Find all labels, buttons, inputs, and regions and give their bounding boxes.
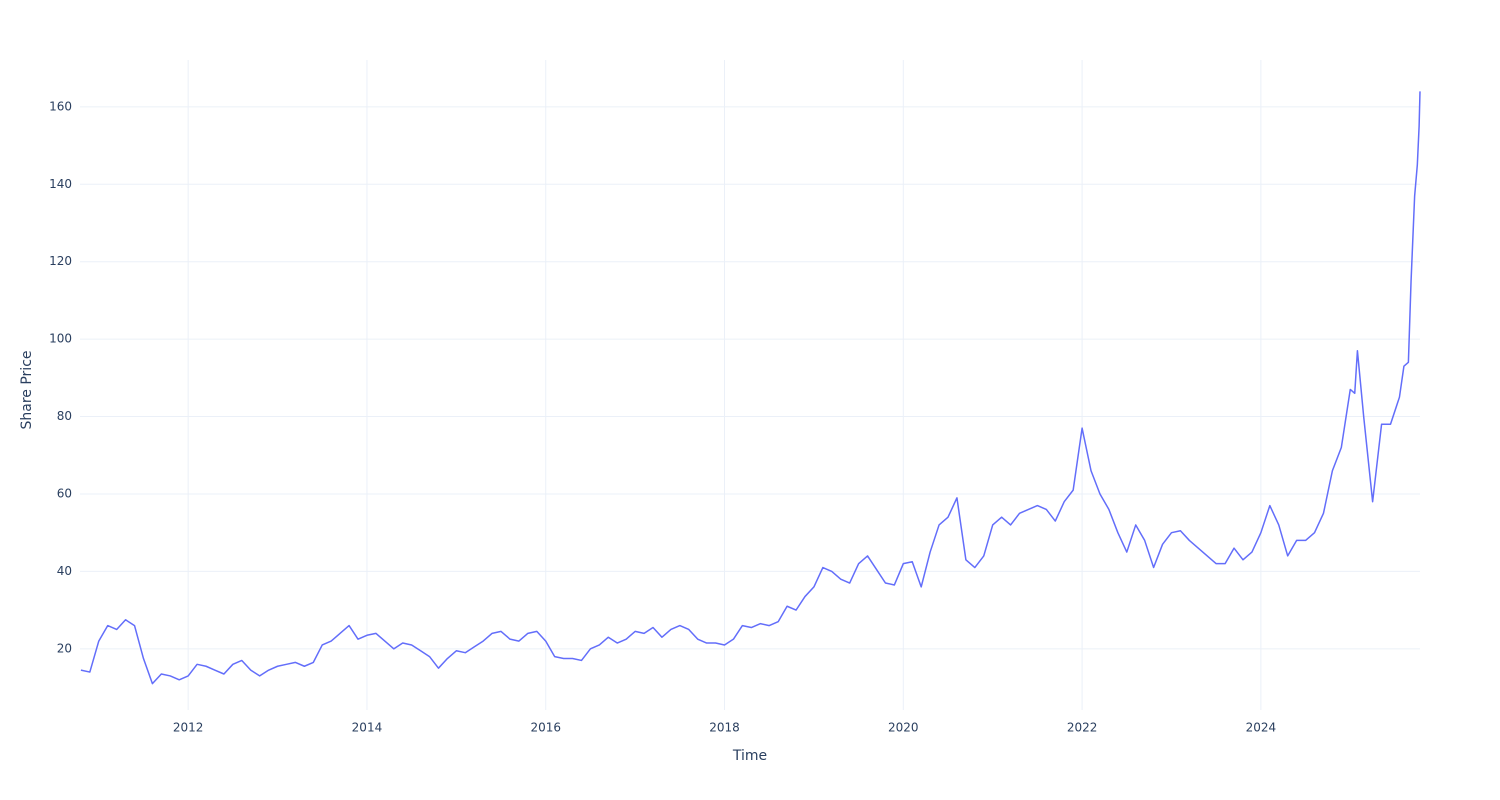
x-tick-label: 2018 [709, 721, 740, 735]
y-tick-label: 80 [57, 409, 72, 423]
x-tick-label: 2016 [530, 721, 561, 735]
y-tick-label: 40 [57, 564, 72, 578]
x-axis-title: Time [732, 748, 767, 764]
y-tick-label: 60 [57, 486, 72, 500]
line [80, 91, 1421, 685]
x-tick-label: 2024 [1246, 721, 1277, 735]
y-tick-label: 120 [49, 254, 72, 268]
x-tick-label: 2014 [352, 721, 383, 735]
y-tick-label: 20 [57, 641, 72, 655]
x-tick-label: 2020 [888, 721, 919, 735]
y-tick-label: 100 [49, 332, 72, 346]
x-tick-label: 2012 [173, 721, 204, 735]
y-axis-title: Share Price [19, 350, 35, 429]
x-tick-label: 2022 [1067, 721, 1098, 735]
y-tick-label: 140 [49, 177, 72, 191]
y-tick-label: 160 [49, 99, 72, 113]
